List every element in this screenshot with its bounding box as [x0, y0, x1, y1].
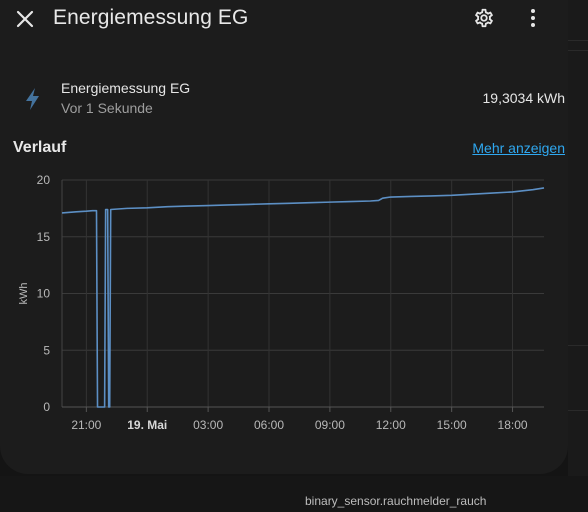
history-chart: 0 5 10 15 20 21:00 19. Mai 03:00 06:00 09:00 12:00… [0, 170, 568, 440]
x-tick-label: 12:00 [376, 418, 406, 432]
lightning-bolt-icon [22, 86, 44, 112]
y-axis-label: kWh [18, 283, 30, 305]
y-tick-label: 5 [43, 343, 50, 357]
x-tick-label: 21:00 [71, 418, 101, 432]
background-entity-id: binary_sensor.rauchmelder_rauch [305, 494, 487, 508]
y-tick-label: 10 [37, 287, 51, 301]
history-heading: Verlauf [13, 139, 67, 156]
more-vertical-icon [531, 9, 535, 27]
close-button[interactable] [12, 6, 38, 32]
dialog-title: Energiemessung EG [53, 6, 249, 29]
more-menu-button[interactable] [520, 5, 546, 31]
energy-series-line [61, 187, 545, 408]
gear-icon [475, 8, 493, 28]
x-tick-label: 18:00 [498, 418, 528, 432]
history-chart-svg: 0 5 10 15 20 21:00 19. Mai 03:00 06:00 09:00 12:00… [18, 173, 545, 432]
settings-button[interactable] [471, 5, 497, 31]
background-strip [568, 0, 588, 512]
show-more-link[interactable]: Mehr anzeigen [472, 140, 565, 156]
x-tick-label: 03:00 [193, 418, 223, 432]
x-tick-label: 19. Mai [127, 418, 167, 432]
background-row [0, 476, 588, 512]
entity-last-changed: Vor 1 Sekunde [61, 100, 153, 116]
close-icon [16, 10, 34, 28]
y-tick-label: 15 [37, 230, 51, 244]
y-tick-label: 20 [37, 173, 51, 187]
entity-name: Energiemessung EG [61, 80, 191, 96]
x-tick-label: 09:00 [315, 418, 345, 432]
y-tick-label: 0 [43, 400, 50, 414]
x-tick-label: 15:00 [437, 418, 467, 432]
entity-state-value: 19,3034 kWh [482, 90, 566, 106]
x-tick-label: 06:00 [254, 418, 284, 432]
